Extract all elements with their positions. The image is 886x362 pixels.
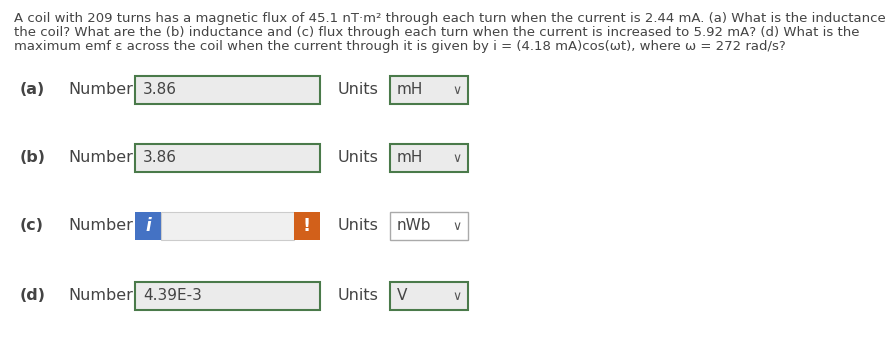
Bar (294, 212, 320, 240)
Text: 3.86: 3.86 (143, 151, 177, 165)
Text: i: i (145, 217, 151, 235)
Bar (390, 282, 468, 310)
Text: 4.39E-3: 4.39E-3 (143, 289, 202, 303)
Text: Units: Units (338, 151, 379, 165)
Text: !: ! (303, 217, 311, 235)
Text: ∨: ∨ (452, 290, 461, 303)
Text: Number: Number (68, 151, 133, 165)
Text: (b): (b) (20, 151, 46, 165)
Bar (135, 282, 320, 310)
Text: ∨: ∨ (452, 152, 461, 165)
Text: the coil? What are the (b) inductance and (c) flux through each turn when the cu: the coil? What are the (b) inductance an… (14, 26, 859, 39)
Text: Units: Units (338, 219, 379, 233)
Bar (390, 144, 468, 172)
Text: ∨: ∨ (452, 220, 461, 233)
Bar (135, 144, 320, 172)
Bar (135, 76, 320, 104)
Bar (390, 212, 468, 240)
Text: ∨: ∨ (452, 84, 461, 97)
Text: (a): (a) (20, 83, 45, 97)
Text: Number: Number (68, 83, 133, 97)
Text: Units: Units (338, 289, 379, 303)
Bar (161, 212, 294, 240)
Bar (135, 212, 161, 240)
Text: (d): (d) (20, 289, 46, 303)
Text: maximum emf ε across the coil when the current through it is given by i = (4.18 : maximum emf ε across the coil when the c… (14, 40, 786, 53)
Text: nWb: nWb (397, 219, 431, 233)
Text: (c): (c) (20, 219, 44, 233)
Text: mH: mH (397, 151, 424, 165)
Text: Number: Number (68, 289, 133, 303)
Bar (390, 76, 468, 104)
Text: A coil with 209 turns has a magnetic flux of 45.1 nT·m² through each turn when t: A coil with 209 turns has a magnetic flu… (14, 12, 886, 25)
Text: 3.86: 3.86 (143, 83, 177, 97)
Text: V: V (397, 289, 408, 303)
Text: Number: Number (68, 219, 133, 233)
Text: mH: mH (397, 83, 424, 97)
Text: Units: Units (338, 83, 379, 97)
